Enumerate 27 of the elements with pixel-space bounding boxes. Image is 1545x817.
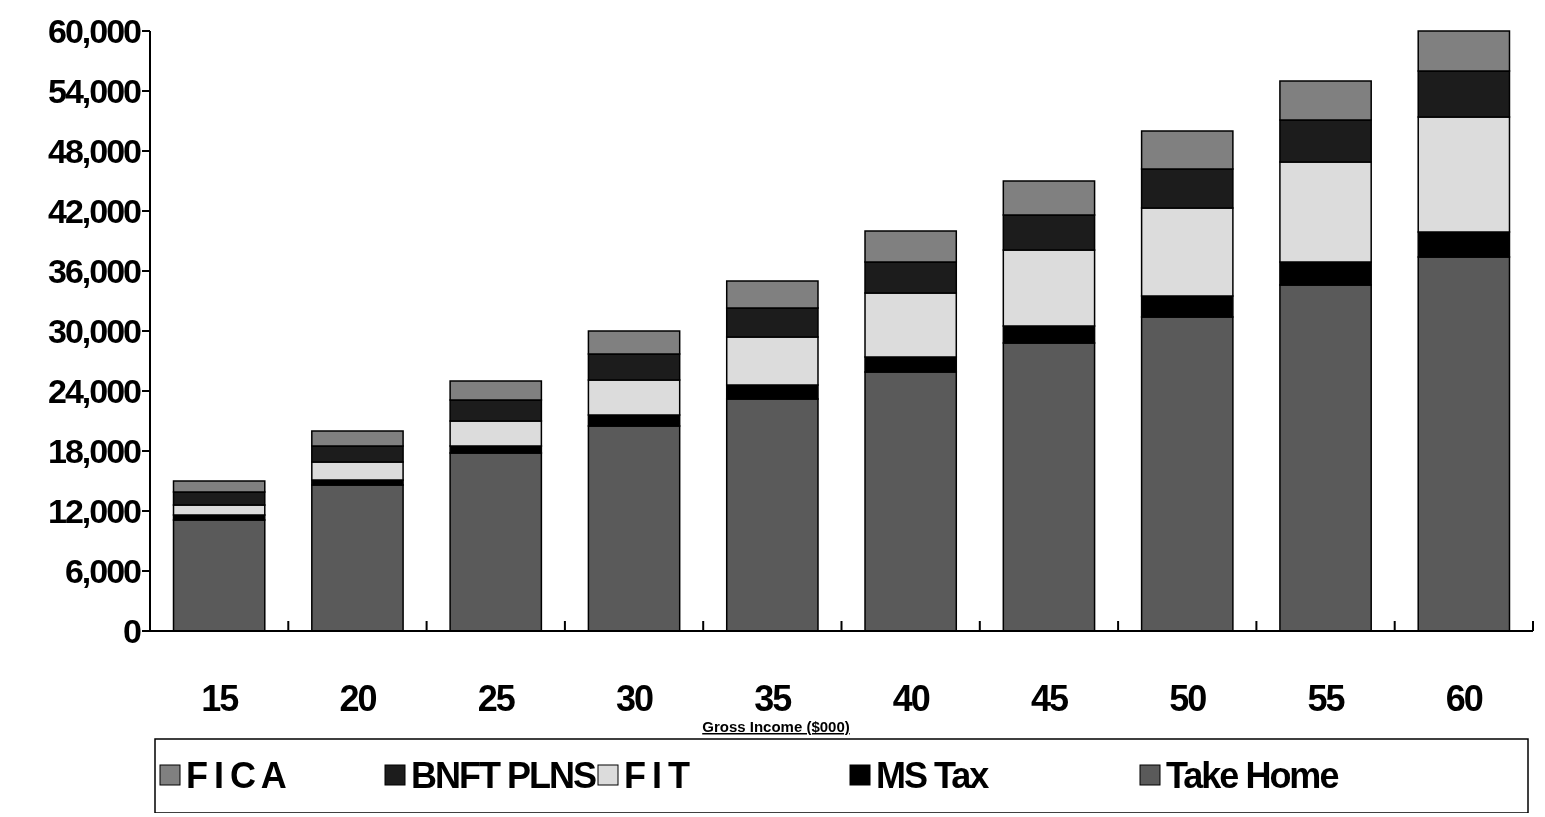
y-tick-label: 30,000 (48, 311, 142, 350)
x-tick-label: 30 (616, 678, 654, 719)
x-tick-label: 15 (201, 678, 240, 719)
y-tick-label: 12,000 (48, 491, 142, 530)
x-tick-label: 40 (892, 678, 930, 719)
x-tick-label: 35 (754, 678, 793, 719)
y-tick-label: 18,000 (48, 431, 142, 470)
legend-label: MS Tax (876, 754, 990, 796)
legend-label: BNFT PLNS (411, 754, 596, 796)
y-tick-label: 36,000 (48, 251, 142, 290)
legend-label: F I C A (186, 754, 287, 796)
x-tick-label: 20 (339, 678, 377, 719)
x-tick-label: 55 (1307, 678, 1346, 719)
y-tick-label: 48,000 (48, 131, 142, 170)
y-tick-label: 0 (123, 611, 142, 650)
x-tick-label: 50 (1169, 678, 1207, 719)
x-axis-title: Gross Income ($000) (702, 718, 850, 735)
x-tick-label: 60 (1445, 678, 1483, 719)
x-tick-label: 45 (1030, 678, 1069, 719)
y-tick-label: 6,000 (64, 551, 142, 590)
legend-label: F I T (624, 754, 690, 796)
legend-label: Take Home (1166, 754, 1339, 796)
y-tick-label: 60,000 (48, 11, 142, 50)
y-tick-label: 42,000 (48, 191, 142, 230)
y-tick-label: 54,000 (48, 71, 142, 110)
y-tick-label: 24,000 (48, 371, 142, 410)
x-tick-label: 25 (477, 678, 516, 719)
